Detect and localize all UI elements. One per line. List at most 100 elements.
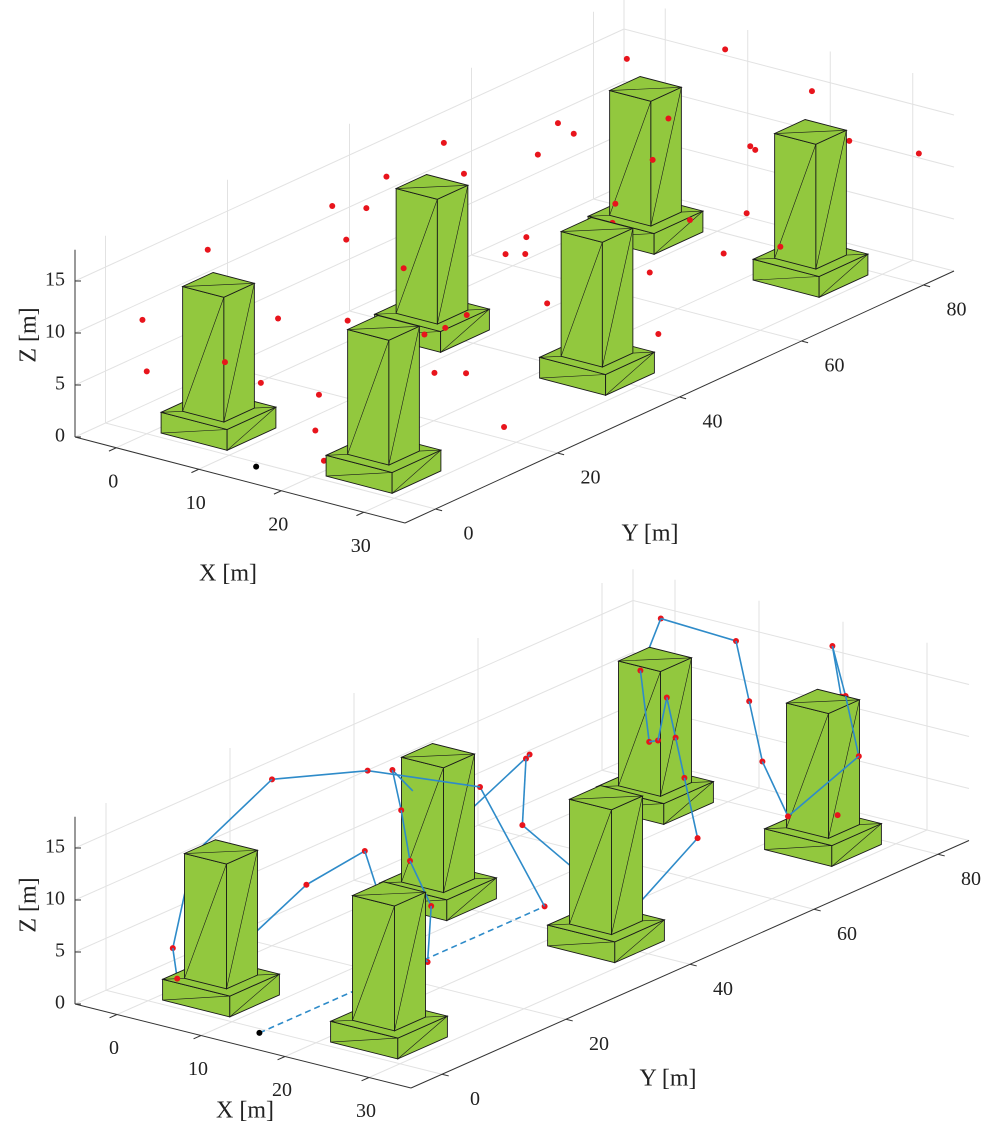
waypoint: [744, 210, 750, 216]
waypoint: [522, 251, 528, 257]
waypoint: [647, 270, 653, 276]
tick-mark: [436, 509, 443, 511]
waypoint: [503, 251, 509, 257]
x-tick-label: 30: [351, 535, 371, 557]
waypoint: [441, 140, 447, 146]
y-axis-label: Y [m]: [621, 521, 678, 547]
z-tick-label: 5: [55, 373, 65, 395]
path-segment: [471, 755, 529, 810]
y-tick-label: 0: [470, 1088, 480, 1110]
waypoint: [329, 203, 335, 209]
waypoint: [343, 237, 349, 243]
tick-mark: [442, 1074, 449, 1076]
y-axis-label: Y [m]: [639, 1066, 696, 1092]
y-tick-label: 0: [464, 523, 474, 545]
x-tick-label: 20: [268, 513, 288, 535]
y-tick-label: 60: [837, 923, 857, 945]
waypoint: [916, 150, 922, 156]
waypoint: [785, 813, 791, 819]
waypoint: [777, 244, 783, 250]
tick-mark: [558, 453, 565, 455]
waypoint: [501, 424, 507, 430]
z-tick-label: 10: [45, 321, 65, 343]
y-tick-label: 80: [961, 868, 981, 890]
tick-mark: [278, 1057, 285, 1060]
start-point: [256, 1030, 262, 1036]
path-segment: [661, 619, 736, 641]
y-tick-label: 20: [589, 1033, 609, 1055]
waypoint: [303, 882, 309, 888]
waypoint: [363, 205, 369, 211]
waypoint: [846, 138, 852, 144]
path-segment: [522, 759, 526, 826]
y-tick-label: 40: [713, 978, 733, 1000]
tick-mark: [690, 964, 697, 966]
z-tick-label: 10: [45, 888, 65, 910]
x-tick-label: 0: [108, 470, 118, 492]
waypoint: [612, 201, 618, 207]
waypoint: [655, 331, 661, 337]
x-tick-label: 10: [188, 1058, 208, 1080]
waypoint: [442, 325, 448, 331]
z-tick-label: 5: [55, 940, 65, 962]
waypoint: [650, 157, 656, 163]
z-tick-label: 0: [55, 992, 65, 1014]
waypoint: [624, 56, 630, 62]
chart: 0 10 20 30 0 20 40 60 80 0 5 10 15 X [m] Y [m] Z [m]: [16, 569, 982, 1123]
waypoint: [401, 265, 407, 271]
waypoint: [383, 174, 389, 180]
waypoint: [695, 835, 701, 841]
waypoint: [665, 115, 671, 121]
z-axis-label: Z [m]: [16, 307, 42, 362]
tick-mark: [191, 469, 198, 472]
y-tick-label: 20: [581, 467, 601, 489]
waypoint: [544, 300, 550, 306]
x-tick-label: 20: [272, 1079, 292, 1101]
waypoint: [144, 368, 150, 374]
waypoint: [174, 976, 180, 982]
tick-mark: [924, 285, 931, 287]
waypoint: [312, 428, 318, 434]
path-segment: [272, 771, 368, 780]
figure: 0 10 20 30 0 20 40 60 80 0 5 10 15 X [m] Y [m] Z [m] 0 10…: [0, 0, 993, 1129]
waypoint: [421, 331, 427, 337]
tick-mark: [109, 448, 116, 451]
waypoint: [752, 147, 758, 153]
waypoint: [316, 392, 322, 398]
x-axis-label: X [m]: [216, 1098, 274, 1124]
x-tick-label: 10: [186, 492, 206, 514]
waypoint: [461, 171, 467, 177]
tick-mark: [566, 1019, 573, 1021]
waypoint: [523, 234, 529, 240]
z-axis-label: Z [m]: [16, 877, 42, 932]
tick-mark: [814, 909, 821, 911]
y-tick-label: 60: [825, 355, 845, 377]
waypoint: [747, 143, 753, 149]
waypoint: [555, 120, 561, 126]
x-axis-label: X [m]: [199, 561, 257, 587]
tick-mark: [356, 512, 363, 515]
waypoint: [519, 822, 525, 828]
path-segment: [749, 701, 762, 761]
path-segment: [639, 838, 697, 903]
waypoint: [721, 250, 727, 256]
waypoint: [464, 312, 470, 318]
x-tick-label: 0: [109, 1037, 119, 1059]
z-tick-label: 0: [55, 425, 65, 447]
tick-mark: [680, 397, 687, 399]
x-tick-label: 30: [356, 1100, 376, 1122]
waypoint: [222, 359, 228, 365]
tick-mark: [362, 1078, 369, 1081]
tick-mark: [274, 491, 281, 494]
z-tick-label: 15: [45, 836, 65, 858]
waypoint: [835, 812, 841, 818]
z-tick-label: 15: [45, 269, 65, 291]
waypoint: [431, 370, 437, 376]
y-tick-label: 40: [703, 411, 723, 433]
tick-mark: [938, 854, 945, 856]
start-point: [253, 464, 259, 470]
waypoint: [809, 88, 815, 94]
waypoint: [571, 131, 577, 137]
tick-mark: [110, 1015, 117, 1018]
waypoint: [463, 370, 469, 376]
